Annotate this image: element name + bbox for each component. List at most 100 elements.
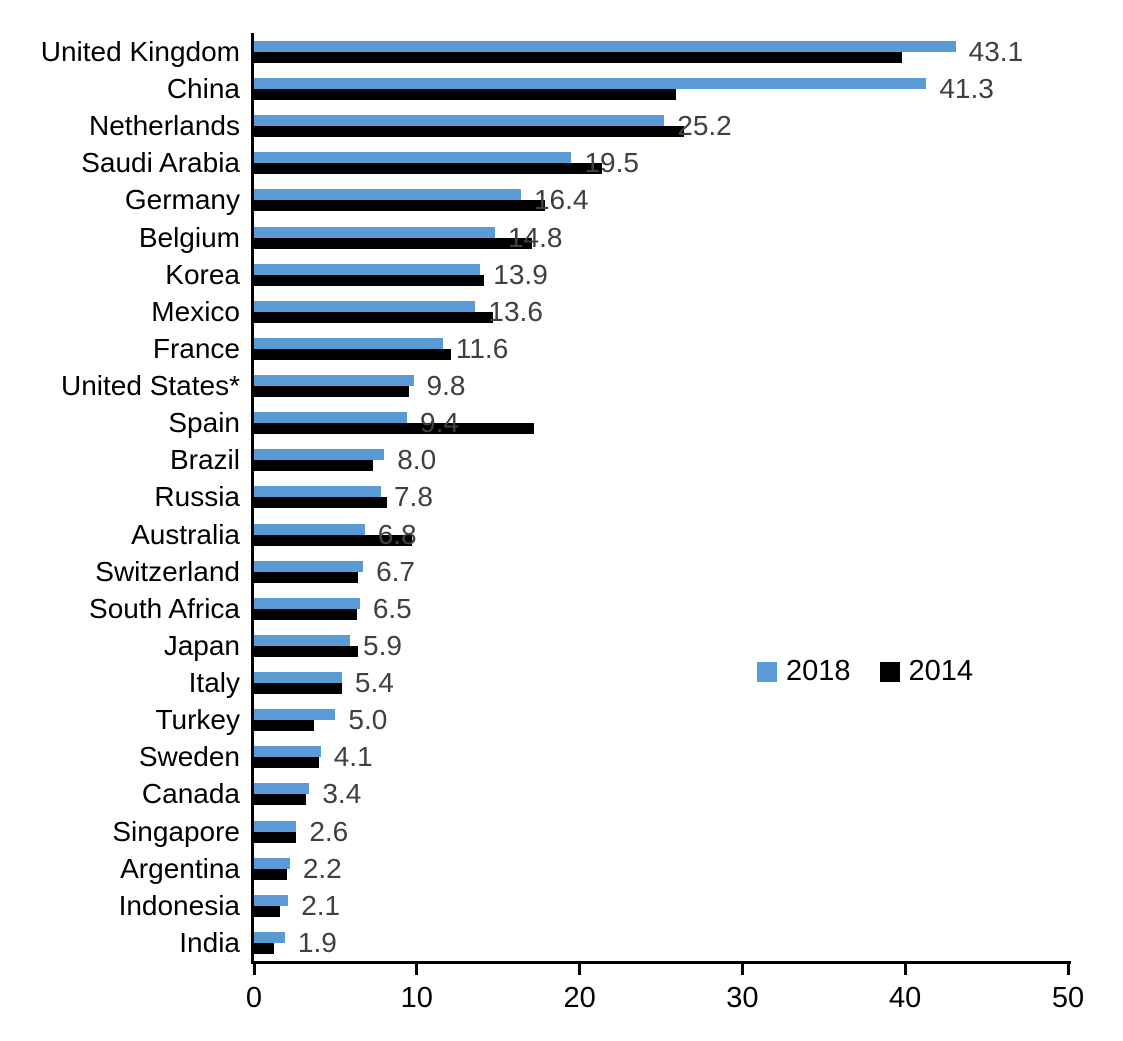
value-label: 19.5 — [584, 147, 639, 179]
bar-2018 — [254, 523, 365, 535]
bar-2014 — [254, 497, 388, 509]
bar-row: 19.5 — [254, 146, 1068, 183]
category-label: Turkey — [155, 704, 240, 736]
bar-row: 8.0 — [254, 443, 1068, 480]
bar-2018 — [254, 412, 408, 424]
value-label: 14.8 — [507, 221, 563, 253]
category-label: Korea — [165, 258, 240, 290]
value-label: 3.4 — [322, 778, 362, 810]
bar-2018 — [254, 560, 364, 572]
bar-2014 — [254, 126, 684, 138]
bar-2014 — [254, 794, 307, 806]
legend-swatch-2018 — [757, 661, 777, 682]
category-label: United Kingdom — [40, 36, 240, 67]
bar-2018 — [254, 375, 414, 387]
bar-2014 — [254, 942, 274, 954]
category-label: United States* — [61, 370, 240, 402]
bar-2014 — [254, 460, 373, 472]
bar-row: 6.7 — [254, 555, 1068, 592]
bar-2014 — [254, 645, 359, 657]
bar-row: 1.9 — [254, 926, 1068, 963]
legend-label-2014: 2014 — [908, 655, 974, 687]
x-tick-mark — [1066, 964, 1070, 975]
bar-row: 9.4 — [254, 406, 1068, 443]
bar-row: 25.2 — [254, 109, 1068, 146]
legend: 2018 2014 — [757, 655, 973, 688]
bar-2018 — [254, 41, 956, 52]
bar-2014 — [254, 683, 342, 695]
category-label: Singapore — [112, 815, 240, 847]
bar-row: 9.8 — [254, 369, 1068, 406]
bar-row: 2.1 — [254, 889, 1068, 926]
bar-2014 — [254, 386, 409, 398]
x-tick-mark — [415, 964, 419, 975]
category-label: Brazil — [169, 444, 240, 476]
bar-row: 11.6 — [254, 332, 1068, 369]
bar-2018 — [254, 226, 495, 238]
y-axis-line — [251, 33, 254, 964]
category-label: Russia — [154, 481, 240, 513]
bar-2014 — [254, 200, 546, 212]
bar-row: 4.1 — [254, 740, 1068, 777]
bar-row: 16.4 — [254, 183, 1068, 220]
category-label: Indonesia — [118, 889, 240, 921]
category-label: Netherlands — [89, 110, 240, 142]
value-label: 8.0 — [397, 444, 437, 476]
bar-2014 — [254, 52, 902, 63]
x-tick-label: 40 — [889, 982, 922, 1014]
value-label: 7.8 — [393, 481, 433, 513]
value-label: 25.2 — [677, 110, 732, 142]
value-label: 5.0 — [348, 704, 388, 736]
value-label: 16.4 — [533, 184, 589, 216]
bar-2014 — [254, 311, 494, 323]
bar-2018 — [254, 746, 321, 758]
category-label: Germany — [124, 184, 240, 216]
bar-row: 6.5 — [254, 592, 1068, 629]
bar-row: 2.6 — [254, 815, 1068, 852]
bar-2018 — [254, 300, 476, 312]
bar-2018 — [254, 597, 360, 609]
bar-row: 5.9 — [254, 629, 1068, 666]
bar-row: 13.9 — [254, 258, 1068, 295]
bar-2014 — [254, 757, 320, 769]
bar-2014 — [254, 237, 533, 249]
bar-row: 13.6 — [254, 295, 1068, 332]
value-label: 6.8 — [377, 518, 417, 550]
bar-2018 — [254, 709, 336, 721]
bar-2018 — [254, 263, 481, 275]
category-label: Canada — [141, 778, 240, 810]
value-label: 43.1 — [968, 36, 1024, 67]
value-label: 1.9 — [297, 926, 337, 958]
bar-2014 — [254, 608, 357, 620]
bar-2018 — [254, 449, 385, 461]
bar-row: 7.8 — [254, 480, 1068, 517]
legend-label-2018: 2018 — [786, 655, 851, 687]
value-label: 2.1 — [301, 889, 341, 921]
category-label: Sweden — [138, 741, 240, 773]
value-label: 11.6 — [455, 332, 509, 364]
category-label: Japan — [163, 629, 240, 661]
x-tick-label: 20 — [563, 982, 596, 1014]
value-label: 13.9 — [493, 258, 548, 290]
category-label: India — [179, 926, 240, 958]
bar-2014 — [254, 163, 603, 175]
value-label: 5.9 — [363, 629, 402, 661]
x-tick-mark — [578, 964, 582, 975]
value-label: 5.4 — [354, 667, 394, 699]
x-tick-label: 10 — [400, 982, 433, 1014]
value-label: 9.4 — [420, 407, 459, 439]
x-tick-label: 0 — [245, 982, 263, 1014]
bar-2014 — [254, 905, 281, 917]
category-labels: United Kingdom China Netherlands Saudi Arab… — [0, 35, 240, 963]
bar-2014 — [254, 534, 412, 546]
category-label: Belgium — [138, 221, 240, 253]
x-tick-mark — [740, 964, 744, 975]
bar-2018 — [254, 783, 310, 795]
plot-area: 43.1 41.3 25.2 19.5 16.4 14.8 13.9 13.6 11.6 9.8 9… — [254, 35, 1068, 963]
category-label: France — [152, 332, 240, 364]
bar-2018 — [254, 672, 342, 684]
value-label: 41.3 — [939, 73, 994, 105]
bar-2018 — [254, 115, 665, 127]
value-label: 6.5 — [372, 592, 412, 624]
bar-2014 — [254, 348, 451, 360]
